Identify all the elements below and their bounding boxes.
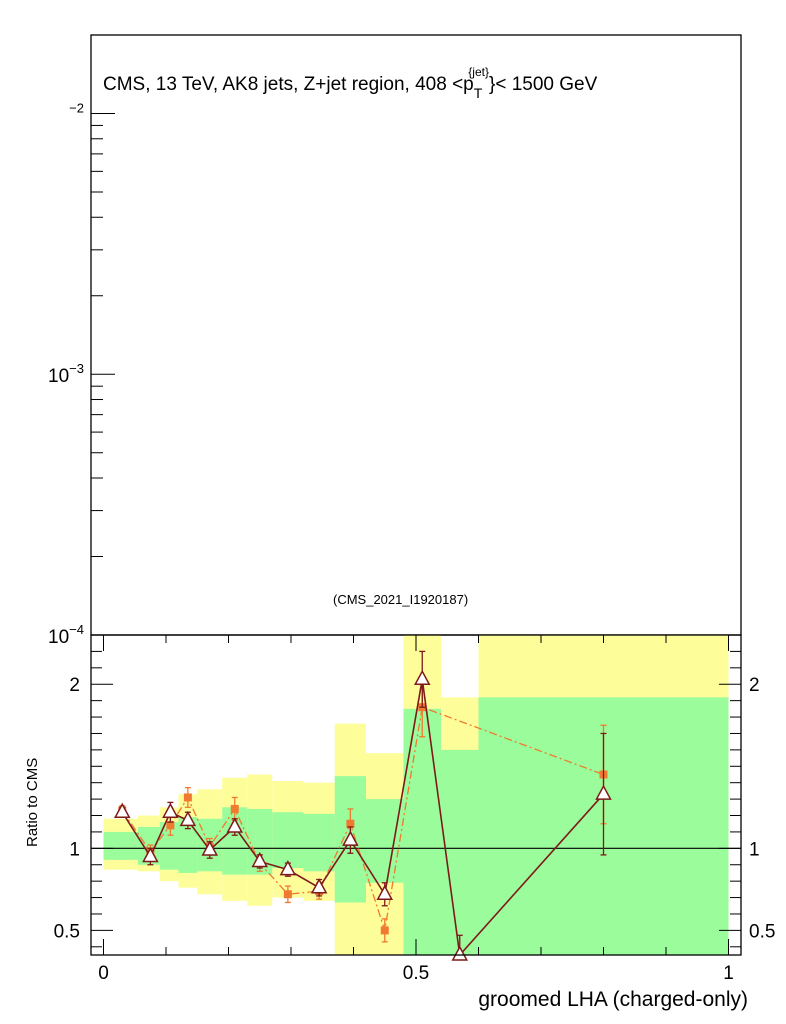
inner-uncertainty-band bbox=[366, 799, 404, 883]
ratio-panel: 0.5 0.5 1 1 2 2 0 0.5 1 Ratio to CMS groomed LHA… bbox=[24, 634, 775, 1011]
chart-title-suffix: }< 1500 GeV bbox=[489, 74, 598, 95]
y-tick-exponent: −3 bbox=[69, 361, 84, 376]
inner-uncertainty-band bbox=[272, 812, 304, 869]
x-tick-label: 0 bbox=[98, 963, 109, 984]
y-tick-label: 10−4 bbox=[48, 622, 84, 648]
chart-title-superscript: {jet} bbox=[468, 65, 489, 79]
y-tick-exponent: −2 bbox=[69, 100, 84, 115]
x-tick-label: 1 bbox=[723, 963, 734, 984]
inner-uncertainty-band bbox=[103, 831, 138, 860]
triangle-marker bbox=[226, 817, 244, 833]
square-marker bbox=[230, 804, 239, 813]
triangle-marker bbox=[113, 802, 131, 818]
ratio-y-tick-label-right: 0.5 bbox=[749, 921, 775, 942]
main-y-axis: −210−310−4 bbox=[48, 34, 115, 648]
triangle-marker bbox=[179, 810, 197, 827]
x-tick-label: 0.5 bbox=[403, 963, 429, 984]
square-marker bbox=[183, 793, 192, 802]
square-marker bbox=[346, 819, 355, 828]
x-axis-label: groomed LHA (charged-only) bbox=[478, 988, 748, 1011]
ratio-y-tick-label-right: 2 bbox=[749, 675, 760, 696]
y-tick-label: −2 bbox=[69, 100, 84, 115]
ratio-y-tick-label: 1 bbox=[69, 839, 80, 860]
triangle-marker bbox=[201, 840, 219, 856]
triangle-marker bbox=[342, 830, 359, 846]
triangle-marker bbox=[413, 669, 431, 686]
ratio-series bbox=[113, 650, 612, 961]
ratio-y-tick-label-right: 1 bbox=[749, 839, 760, 860]
ratio-axes: 0.5 0.5 1 1 2 2 0 0.5 1 bbox=[54, 635, 775, 984]
triangle-marker bbox=[162, 802, 179, 818]
analysis-annotation: (CMS_2021_I1920187) bbox=[333, 592, 468, 607]
triangle-marker bbox=[595, 784, 612, 800]
ratio-y-tick-label: 0.5 bbox=[54, 921, 80, 942]
y-tick-base: 10 bbox=[48, 366, 69, 387]
triangle-marker bbox=[142, 846, 159, 863]
inner-uncertainty-band bbox=[178, 817, 198, 873]
y-tick-exponent: −4 bbox=[69, 622, 84, 637]
y-tick-base: 10 bbox=[48, 627, 69, 648]
chart-title-subscript: T bbox=[474, 85, 483, 101]
triangle-marker bbox=[376, 884, 394, 901]
square-marker bbox=[380, 926, 389, 935]
square-marker bbox=[283, 890, 292, 899]
triangle-marker bbox=[451, 945, 469, 961]
y-tick-label: 10−3 bbox=[48, 361, 84, 387]
triangle-marker bbox=[279, 860, 297, 876]
y-axis-label: Ratio to CMS bbox=[24, 758, 41, 847]
inner-uncertainty-band bbox=[441, 749, 479, 955]
main-panel: CMS, 13 TeV, AK8 jets, Z+jet region, 408… bbox=[48, 34, 742, 648]
uncertainty-bands bbox=[103, 635, 729, 955]
inner-uncertainty-band bbox=[303, 813, 335, 872]
inner-uncertainty-band bbox=[403, 708, 441, 955]
triangle-marker bbox=[251, 851, 269, 868]
triangle-marker bbox=[310, 878, 328, 894]
chart-title-prefix: CMS, 13 TeV, AK8 jets, Z+jet region, 408… bbox=[103, 74, 474, 95]
ratio-y-tick-label: 2 bbox=[69, 675, 80, 696]
square-marker bbox=[166, 821, 175, 830]
main-plot-frame bbox=[90, 34, 742, 636]
chart-title: CMS, 13 TeV, AK8 jets, Z+jet region, 408… bbox=[103, 65, 598, 101]
inner-uncertainty-band bbox=[159, 822, 179, 870]
